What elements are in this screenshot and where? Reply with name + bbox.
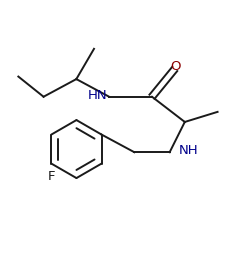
Text: F: F [47, 170, 55, 183]
Text: NH: NH [179, 145, 198, 157]
Text: HN: HN [88, 89, 108, 102]
Text: O: O [171, 60, 181, 73]
